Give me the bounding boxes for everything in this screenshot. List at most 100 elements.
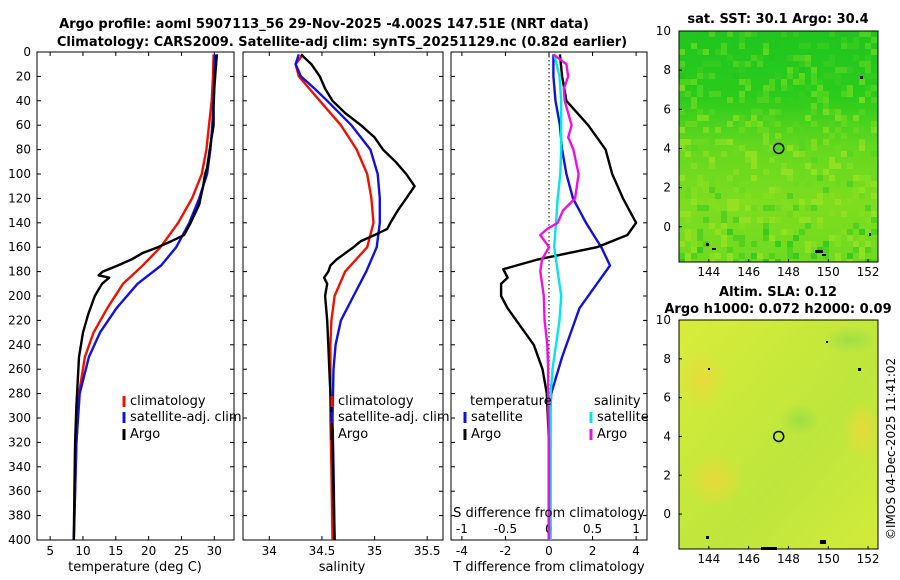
sst-pixel — [685, 151, 691, 157]
sst-pixel — [721, 217, 727, 223]
sst-pixel — [835, 109, 841, 115]
sst-pixel — [709, 37, 715, 43]
legend-title-salinity: salinity — [594, 394, 641, 409]
sst-pixel — [727, 253, 733, 259]
sst-pixel — [751, 151, 757, 157]
y-tick-label: 8 — [663, 63, 671, 77]
sst-pixel — [727, 139, 733, 145]
sst-pixel — [835, 43, 841, 49]
s-diff-tick-label: -1 — [456, 522, 468, 536]
sst-pixel — [715, 205, 721, 211]
sst-pixel — [787, 85, 793, 91]
sst-pixel — [697, 115, 703, 121]
sst-pixel — [751, 121, 757, 127]
sst-pixel — [811, 121, 817, 127]
sst-pixel — [757, 121, 763, 127]
sst-pixel — [781, 85, 787, 91]
sst-pixel — [727, 31, 733, 37]
sst-pixel — [805, 115, 811, 121]
sst-pixel — [829, 55, 835, 61]
temperature-difference-xlabel: T difference from climatology — [452, 560, 645, 575]
sst-pixel — [715, 91, 721, 97]
sst-pixel — [751, 205, 757, 211]
sst-pixel — [817, 217, 823, 223]
sst-pixel — [859, 97, 865, 103]
sla-argo-location-marker — [772, 430, 785, 443]
sst-pixel — [751, 157, 757, 163]
legend-title-temperature: temperature — [470, 394, 552, 409]
sst-pixel — [739, 217, 745, 223]
y-tick-label: 180 — [8, 265, 31, 279]
sla-warm-anomaly — [677, 348, 727, 412]
sst-pixel — [859, 235, 865, 241]
sst-pixel — [763, 235, 769, 241]
sst-pixel — [769, 43, 775, 49]
sst-pixel — [793, 145, 799, 151]
sst-pixel — [757, 55, 763, 61]
sst-pixel — [769, 217, 775, 223]
sst-pixel — [829, 175, 835, 181]
sst-pixel — [679, 241, 685, 247]
sst-pixel — [853, 223, 859, 229]
sst-pixel — [733, 169, 739, 175]
sst-pixel — [775, 43, 781, 49]
sst-pixel — [739, 79, 745, 85]
y-tick-label: 380 — [8, 509, 31, 523]
sst-pixel — [763, 49, 769, 55]
salinity-axes-box — [242, 51, 444, 541]
sst-pixel — [787, 55, 793, 61]
sst-pixel — [727, 247, 733, 253]
sla-coastline-dots — [706, 341, 861, 550]
sst-pixel — [853, 151, 859, 157]
x-tick-label: 144 — [697, 552, 720, 566]
x-tick-label: 4 — [632, 544, 640, 558]
y-tick-label: 4 — [663, 429, 671, 443]
sst-pixel — [835, 235, 841, 241]
sst-pixel — [775, 187, 781, 193]
sst-pixel — [799, 169, 805, 175]
sst-pixel — [709, 61, 715, 67]
sst-pixel — [859, 109, 865, 115]
sst-pixel — [829, 211, 835, 217]
sst-pixel — [733, 181, 739, 187]
sst-pixel — [799, 43, 805, 49]
figure-title-line2: Climatology: CARS2009. Satellite-adj cli… — [57, 35, 627, 50]
sst-pixel — [865, 241, 871, 247]
sst-pixel — [787, 253, 793, 259]
sst-pixel — [679, 49, 685, 55]
sst-pixel — [805, 163, 811, 169]
series-t-argo — [499, 54, 638, 540]
sst-pixel — [697, 205, 703, 211]
sst-pixel — [685, 187, 691, 193]
sst-pixel — [871, 127, 877, 133]
sst-pixel — [847, 91, 853, 97]
sla-cool-anomaly — [822, 326, 878, 354]
sst-pixel — [799, 145, 805, 151]
sst-pixel — [787, 175, 793, 181]
sst-pixel — [835, 79, 841, 85]
legend-label-S-satellite: satellite — [597, 410, 649, 425]
sst-pixel — [679, 85, 685, 91]
legend-label-argo: Argo — [338, 427, 368, 442]
sst-pixel — [697, 67, 703, 73]
legend-label-climatology: climatology — [338, 394, 414, 409]
sst-pixel — [697, 181, 703, 187]
sst-pixel — [715, 49, 721, 55]
sst-pixel — [769, 205, 775, 211]
y-tick-label: 0 — [23, 45, 31, 59]
sst-pixel — [733, 199, 739, 205]
sst-pixel — [835, 127, 841, 133]
sst-pixel — [691, 235, 697, 241]
sst-pixel — [739, 187, 745, 193]
sst-pixel — [793, 79, 799, 85]
sst-pixel — [853, 115, 859, 121]
x-tick-label: 10 — [75, 544, 90, 558]
sst-pixel — [865, 31, 871, 37]
sst-pixel — [799, 229, 805, 235]
sst-pixel — [781, 79, 787, 85]
sst-pixel — [847, 253, 853, 259]
sst-pixel — [781, 31, 787, 37]
sst-pixel — [691, 199, 697, 205]
sst-pixel — [727, 229, 733, 235]
sst-pixel — [841, 85, 847, 91]
